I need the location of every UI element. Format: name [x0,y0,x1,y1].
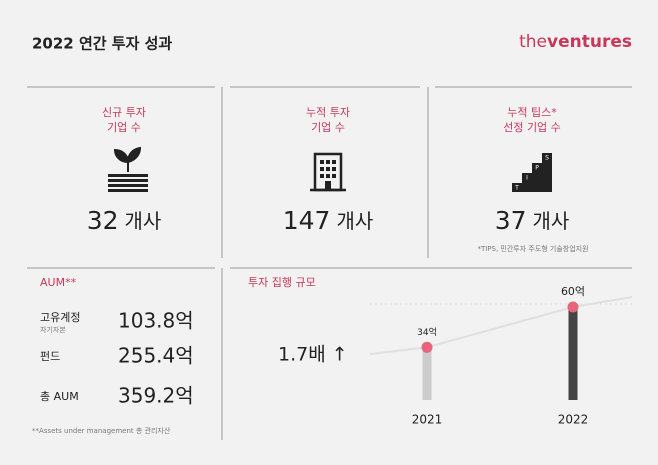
logo: theventures [519,32,632,52]
investment-chart: 34억 2021 60억 2022 [369,285,633,427]
dot [421,341,433,353]
card-value: 37 개사 [495,206,570,235]
card-label: 신규 투자 [102,106,146,119]
card-unit: 개사 [336,209,373,233]
icon-letter: S [545,155,549,162]
year-label: 2022 [558,413,589,427]
card-number: 147 [283,206,331,235]
card-label: 누적 투자 [306,106,350,119]
stairs-icon: T I P S [512,153,552,192]
bar [568,307,578,400]
card-number: 37 [495,206,527,235]
icon-letter: T [514,185,519,192]
card-unit: 개사 [125,209,162,233]
aum-label: 총 AUM [40,390,79,403]
logo-light: the [519,32,547,52]
icon-letter: P [535,165,539,172]
aum-value: 359.2억 [118,384,194,408]
value-label: 60억 [561,285,585,298]
bar [422,347,432,400]
separators [27,86,632,440]
building-icon [310,152,346,192]
aum-value: 255.4억 [118,344,194,368]
card-number: 32 [87,206,119,235]
value-label: 34억 [417,326,437,338]
card-label: 누적 팁스* [507,106,557,119]
dot [567,301,579,313]
aum-label: 펀드 [40,350,60,363]
aum-title: AUM** [40,276,77,289]
card-unit: 개사 [533,209,570,233]
title: 2022 연간 투자 성과 [32,35,172,53]
logo-bold: ventures [547,32,632,52]
card-label: 기업 수 [107,121,141,134]
card-label: 기업 수 [311,121,345,134]
footnote: *TIPS, 민간투자 주도형 기술창업지원 [477,244,588,253]
sprout-icon [108,146,148,192]
trend-line [369,296,633,355]
growth: 1.7배 ↑ [278,344,348,366]
aum-sublabel: 자기자본 [40,325,66,334]
icon-letter: I [526,175,528,182]
card-value: 32 개사 [87,206,162,235]
card-value: 147 개사 [283,206,374,235]
card-label: 선정 기업 수 [503,121,561,134]
investment-title: 투자 집행 규모 [248,276,316,289]
aum-value: 103.8억 [118,309,194,333]
year-label: 2021 [412,413,443,427]
aum-label: 고유계정 [40,311,80,324]
footnote: **Assets under management 총 관리자산 [32,426,171,435]
